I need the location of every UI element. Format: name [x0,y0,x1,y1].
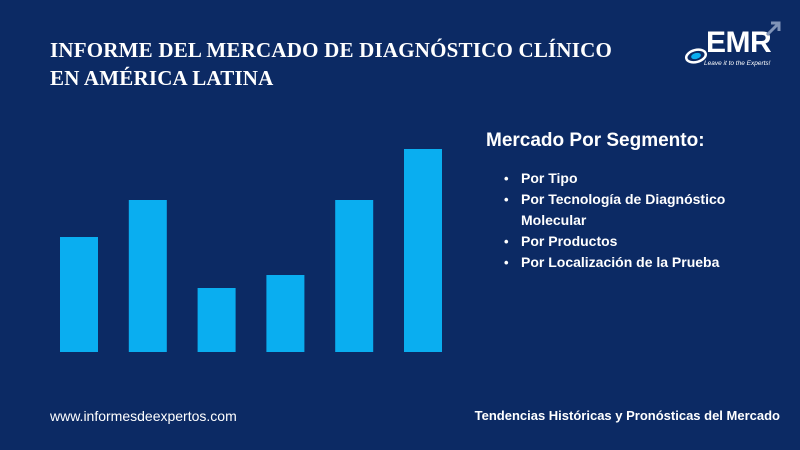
chart-bar-6 [404,149,442,352]
emr-logo: EMR Leave it to the Experts! [682,21,782,78]
website-link[interactable]: www.informesdeexpertos.com [50,408,237,424]
chart-bar-4 [266,275,305,352]
title-line-2: EN AMÉRICA LATINA [50,66,274,90]
segment-item-tipo: Por Tipo [496,168,776,189]
segment-heading: Mercado Por Segmento: [486,130,705,151]
bar-chart [40,130,460,360]
chart-bar-2 [128,200,167,352]
segment-item-localizacion: Por Localización de la Prueba [496,252,776,273]
bar-chart-svg [60,149,442,352]
chart-bar-1 [60,237,98,352]
logo-wordmark: EMR [706,26,772,59]
swirl-logo-icon [684,48,708,64]
segment-list: Por Tipo Por Tecnología de Diagnóstico M… [496,168,776,273]
segment-item-productos: Por Productos [496,231,776,252]
chart-bar-5 [335,200,374,352]
report-title: INFORME DEL MERCADO DE DIAGNÓSTICO CLÍNI… [50,36,690,92]
footer-caption: Tendencias Históricas y Pronósticas del … [474,408,780,423]
title-line-1: INFORME DEL MERCADO DE DIAGNÓSTICO CLÍNI… [50,38,613,62]
arrow-up-right-icon [765,21,781,37]
segment-item-tecnologia: Por Tecnología de Diagnóstico Molecular [496,189,776,231]
chart-bar-3 [197,288,236,352]
logo-tagline: Leave it to the Experts! [704,60,771,67]
